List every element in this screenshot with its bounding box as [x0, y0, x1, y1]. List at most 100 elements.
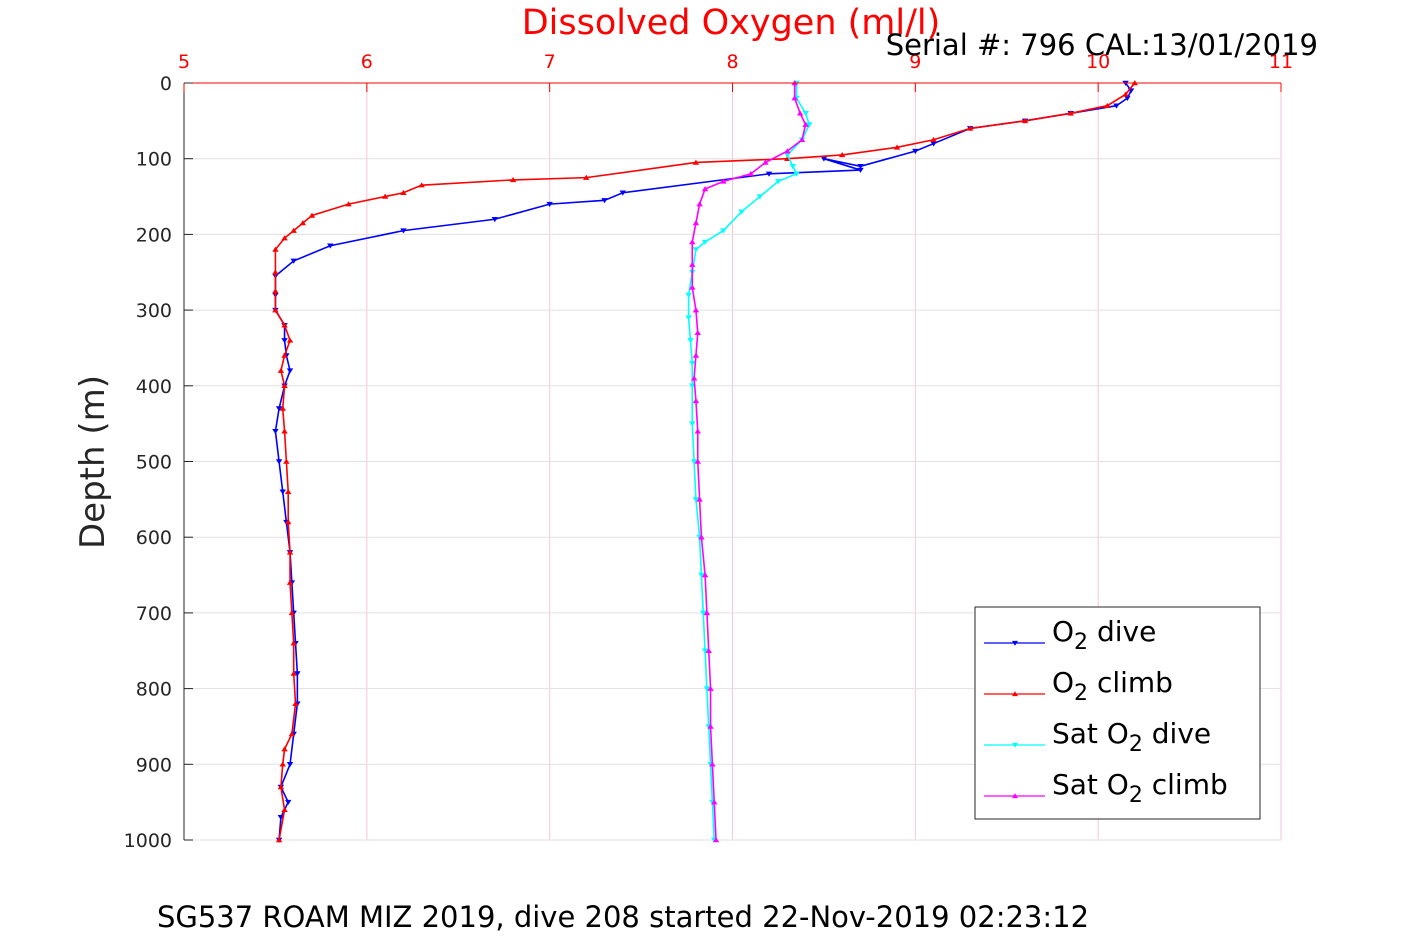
o2-climb-point: [400, 189, 407, 196]
o2-climb-point: [292, 700, 299, 706]
sat-dive-point: [756, 194, 764, 200]
o2-climb-point: [1104, 102, 1111, 108]
o2-climb-point: [893, 144, 901, 150]
sat-climb-point: [692, 307, 700, 313]
sat-dive-line: [687, 83, 811, 841]
x-tick-label: 6: [361, 51, 373, 73]
o2-climb-point: [283, 458, 290, 464]
y-tick-label: 800: [136, 679, 172, 701]
o2-dive-point: [286, 762, 294, 768]
o2-climb-point: [281, 428, 288, 434]
o2-dive-point: [281, 338, 288, 344]
o2-climb-point: [272, 246, 279, 252]
o2-climb-point: [272, 307, 279, 313]
x-tick-label: 10: [1086, 51, 1110, 73]
sat-climb-point: [791, 95, 798, 101]
caption: SG537 ROAM MIZ 2019, dive 208 started 22…: [157, 900, 1089, 934]
sat-dive-point: [784, 152, 791, 158]
o2-climb-point: [288, 731, 296, 737]
o2-climb-series: [272, 80, 1138, 843]
legend-label: O2 climb: [1052, 666, 1173, 706]
sat-dive-point: [793, 171, 800, 177]
legend-label: O2 dive: [1052, 615, 1156, 655]
o2-climb-point: [299, 220, 307, 226]
sat-climb-point: [689, 261, 696, 267]
legend-marker: [1012, 691, 1018, 697]
y-tick-label: 900: [136, 754, 172, 776]
sat-climb-point: [802, 121, 809, 127]
chart-title: Dissolved Oxygen (ml/l): [522, 3, 941, 43]
o2-climb-point: [966, 125, 974, 131]
y-tick-label: 300: [136, 300, 172, 322]
o2-climb-point: [277, 784, 285, 790]
o2-climb-point: [279, 405, 286, 411]
sat-climb-point: [701, 186, 709, 192]
sat-dive-point: [789, 164, 797, 170]
o2-dive-point: [912, 148, 919, 155]
sat-dive-series: [685, 80, 813, 843]
x-tick-label: 7: [544, 51, 556, 73]
o2-climb-point: [930, 136, 937, 143]
o2-climb-point: [381, 193, 389, 199]
o2-dive-point: [294, 671, 301, 677]
sat-climb-line: [691, 83, 807, 841]
sat-dive-point: [806, 122, 813, 128]
o2-climb-point: [272, 269, 279, 275]
sat-dive-point: [701, 648, 709, 654]
o2-climb-point: [288, 610, 296, 616]
legend-marker: [1012, 640, 1018, 646]
y-tick-label: 500: [136, 452, 172, 474]
y-tick-label: 1000: [124, 830, 172, 852]
o2-dive-point: [491, 217, 499, 223]
sat-climb-point: [798, 136, 806, 143]
sat-climb-point: [796, 110, 804, 116]
o2-dive-point: [820, 156, 828, 162]
sat-climb-point: [720, 178, 727, 184]
o2-climb-point: [272, 288, 279, 294]
serial-label: Serial #: 796 CAL:13/01/2019: [886, 28, 1318, 62]
o2-climb-point: [286, 579, 294, 585]
sat-climb-point: [707, 723, 714, 729]
sat-climb-point: [784, 148, 791, 154]
sat-climb-point: [762, 159, 769, 165]
o2-climb-point: [286, 337, 294, 343]
o2-dive-point: [857, 167, 864, 173]
sat-climb-point: [707, 685, 714, 691]
o2-dive-point: [272, 428, 279, 435]
o2-dive-point: [930, 141, 937, 147]
o2-dive-point: [765, 171, 773, 177]
o2-dive-point: [857, 164, 864, 170]
o2-dive-point: [546, 201, 553, 207]
o2-dive-point: [1113, 103, 1120, 109]
legend-label: Sat O2 dive: [1052, 717, 1211, 757]
o2-climb-point: [839, 152, 846, 158]
o2-dive-point: [275, 406, 283, 412]
o2-dive-point: [400, 228, 407, 234]
o2-climb-point: [281, 235, 288, 241]
sat-climb-point: [690, 375, 698, 381]
o2-climb-point: [281, 382, 288, 389]
sat-dive-point: [698, 572, 705, 578]
sat-climb-point: [694, 329, 701, 336]
o2-climb-point: [285, 519, 292, 525]
x-tick-label: 5: [178, 51, 190, 73]
o2-climb-point: [281, 806, 288, 812]
o2-climb-point: [290, 670, 297, 676]
sat-dive-point: [703, 686, 711, 692]
o2-dive-point: [601, 198, 608, 204]
o2-climb-point: [275, 837, 283, 843]
sat-climb-point: [709, 761, 716, 767]
o2-climb-point: [583, 174, 590, 180]
o2-climb-point: [290, 640, 297, 646]
sat-climb-point: [712, 837, 720, 843]
o2-climb-point: [286, 549, 294, 555]
o2-climb-point: [277, 367, 285, 373]
sat-climb-point: [692, 220, 700, 226]
y-tick-label: 0: [160, 73, 172, 95]
sat-dive-point: [775, 179, 782, 185]
o2-climb-point: [345, 201, 352, 207]
sat-dive-point: [802, 111, 809, 117]
legend-box: [974, 606, 1261, 820]
x-tick-label: 9: [909, 51, 921, 73]
